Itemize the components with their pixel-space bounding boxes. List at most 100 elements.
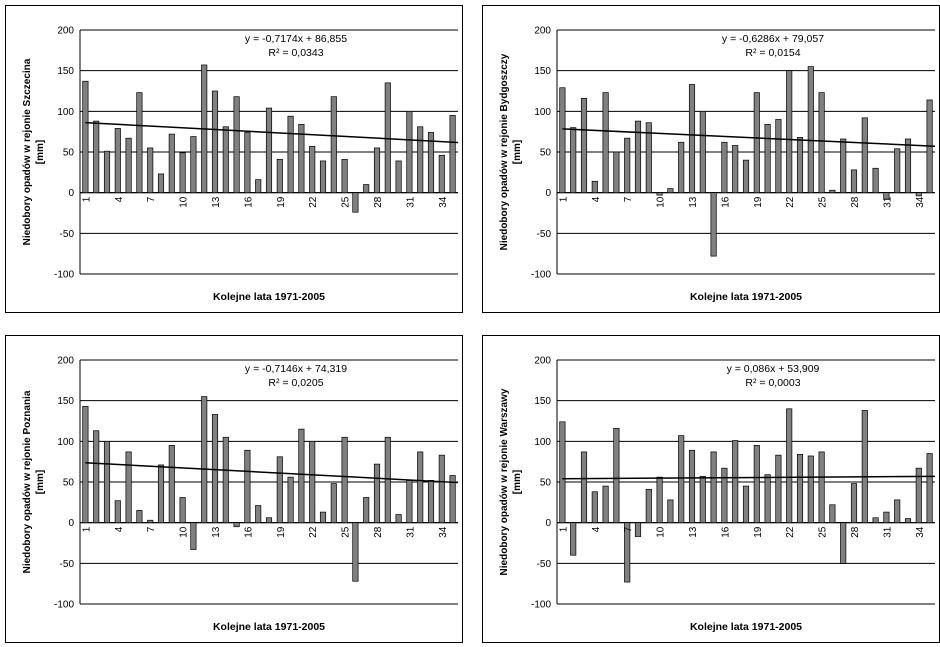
y-tick-label: -50	[60, 559, 75, 570]
bar	[406, 480, 413, 524]
bar	[861, 410, 868, 524]
bar	[742, 485, 750, 524]
y-tick-label: -50	[537, 559, 552, 570]
x-tick-label: 28	[850, 526, 861, 538]
bar	[82, 406, 89, 524]
bar	[764, 123, 771, 194]
bar	[211, 414, 219, 524]
bar	[667, 499, 674, 524]
x-tick-label: 16	[720, 526, 731, 538]
bar	[915, 467, 922, 524]
y-tick-label: -100	[531, 270, 551, 281]
y-tick-label: -50	[537, 229, 552, 240]
x-tick-label: 25	[818, 526, 829, 538]
bar	[591, 491, 598, 524]
bar	[93, 120, 100, 194]
bar	[449, 475, 456, 524]
y-tick-label: 150	[534, 396, 551, 407]
bar	[265, 517, 273, 524]
bar	[807, 455, 814, 524]
bar	[417, 451, 424, 524]
bar	[298, 428, 305, 524]
bar	[157, 173, 165, 194]
y-axis-unit: [mm]	[512, 140, 523, 164]
bar	[190, 522, 197, 550]
bar	[602, 92, 609, 194]
y-tick-label: 100	[57, 107, 74, 118]
y-tick-label: 0	[68, 188, 74, 199]
bar	[319, 511, 327, 524]
bar	[82, 80, 89, 194]
bar	[807, 66, 814, 194]
bar	[352, 192, 359, 213]
bar	[678, 141, 685, 194]
bar	[883, 511, 890, 524]
bar	[872, 517, 879, 524]
bar	[872, 167, 879, 194]
x-tick-label: 4	[591, 196, 602, 202]
y-tick-label: 50	[63, 148, 75, 159]
bar	[449, 115, 456, 194]
y-tick-label: 200	[57, 356, 74, 367]
x-tick-label: 13	[688, 526, 699, 538]
bar	[850, 483, 858, 524]
bar	[265, 107, 273, 194]
y-tick-label: -100	[54, 270, 74, 281]
y-axis-title: Niedobory opadów w rejonie Warszawy	[499, 388, 510, 575]
bar	[742, 159, 750, 194]
bar	[395, 514, 402, 524]
bar	[904, 518, 912, 524]
bar	[850, 169, 858, 194]
bar	[168, 445, 175, 524]
bar	[190, 136, 197, 194]
y-axis-title: Niedobory opadów w rejonie Poznania	[22, 390, 33, 573]
bar	[667, 188, 674, 194]
y-tick-label: 200	[534, 26, 551, 37]
bar	[710, 192, 717, 257]
bar	[136, 510, 143, 524]
bar	[656, 476, 663, 524]
bar	[710, 451, 717, 524]
bar	[222, 436, 229, 524]
bar-chart-bydgoszcz: -100 -50 0 50 100 150 200 1 4 7 10 13 16 19 22 25 28 31 34…	[499, 26, 936, 303]
x-tick-label: 1	[81, 196, 92, 202]
bar	[894, 499, 901, 524]
y-tick-label: 150	[57, 396, 74, 407]
bar	[255, 179, 262, 194]
x-tick-label: 10	[179, 196, 190, 208]
bar	[699, 475, 706, 524]
bar	[276, 158, 283, 194]
trendline-equation: y = 0,086x + 53,909	[727, 363, 820, 375]
x-tick-label: 25	[341, 196, 352, 208]
bar	[732, 440, 739, 524]
bar	[114, 500, 121, 524]
bar	[438, 154, 445, 194]
bar	[438, 454, 445, 524]
bar	[764, 474, 771, 524]
bar	[417, 126, 424, 194]
chart-panel-szczecin: -100 -50 0 50 100 150 200 1 4 7 10 13 16 19 22 25 28 31 34…	[5, 5, 463, 313]
bar	[147, 519, 154, 524]
bar	[136, 92, 143, 194]
trendline	[85, 462, 459, 484]
bar	[840, 522, 847, 564]
x-tick-label: 31	[405, 196, 416, 208]
bar	[645, 122, 652, 194]
x-tick-label: 28	[850, 196, 861, 208]
bar	[244, 449, 251, 524]
bar	[883, 192, 890, 200]
x-tick-label: 1	[558, 526, 569, 532]
x-axis-title: Kolejne lata 1971-2005	[213, 291, 325, 303]
trendline	[562, 128, 936, 148]
x-tick-label: 34	[438, 526, 449, 538]
bar	[699, 110, 706, 194]
x-tick-label: 19	[276, 526, 287, 538]
y-tick-label: 0	[68, 518, 74, 529]
x-tick-label: 10	[656, 526, 667, 538]
y-axis-unit: [mm]	[512, 470, 523, 494]
bar	[861, 117, 868, 194]
x-axis-title: Kolejne lata 1971-2005	[690, 621, 802, 633]
x-tick-label: 10	[179, 526, 190, 538]
bar	[796, 453, 804, 524]
y-axis-unit: [mm]	[35, 470, 46, 494]
